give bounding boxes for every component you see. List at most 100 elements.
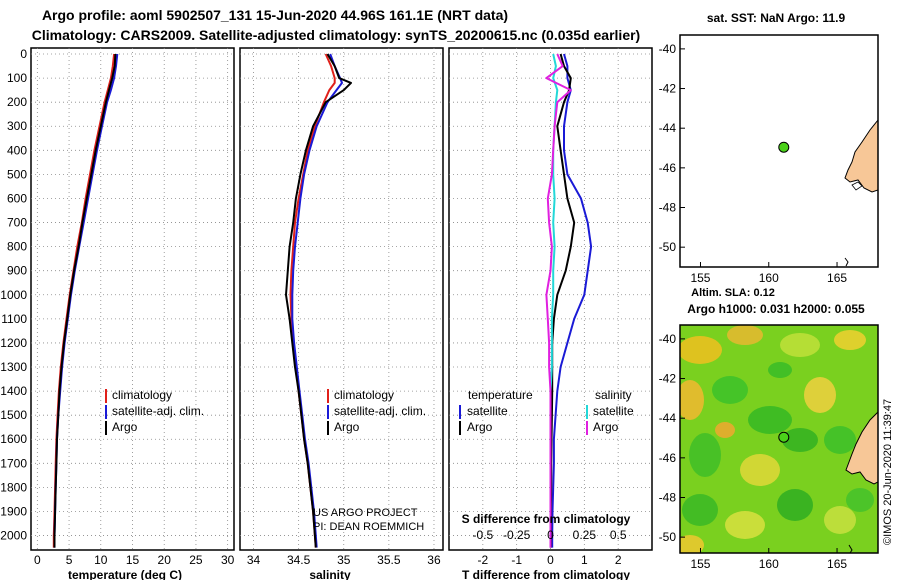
map-x-tick-label: 155 [690, 557, 710, 571]
x-tick-label: 15 [126, 553, 140, 567]
map-x-tick-label: 155 [690, 271, 710, 285]
map-y-tick-label: -46 [659, 161, 677, 175]
x-tick-label: 36 [427, 553, 441, 567]
sla-map-axes: 155 160 165 -40 -42 -44 -46 -48 -50 [659, 332, 848, 571]
series-line-s-argo [545, 53, 572, 548]
depth-tick-label: 300 [7, 119, 27, 133]
top-tick-label: 0.25 [573, 528, 597, 542]
sst-land-coast [844, 119, 878, 193]
legend-label-t-satellite: satellite [467, 404, 508, 418]
difference-series [545, 53, 593, 548]
depth-tick-label: 500 [7, 167, 27, 181]
x-tick-label: 34 [247, 553, 261, 567]
sla-anomaly-blob [680, 535, 704, 553]
sla-anomaly-field [680, 325, 874, 553]
figure-title-line1: Argo profile: aoml 5902507_131 15-Jun-20… [42, 7, 508, 23]
sla-anomaly-blob [804, 377, 836, 413]
sla-anomaly-blob [846, 488, 874, 512]
sst-float-marker [778, 141, 790, 153]
depth-tick-label: 1000 [0, 288, 27, 302]
legend-header-temperature: temperature [468, 388, 533, 402]
depth-tick-label: 700 [7, 216, 27, 230]
sla-anomaly-blob [834, 330, 866, 350]
x-tick-label: 1 [581, 553, 588, 567]
sla-land-coast [845, 411, 878, 485]
salinity-difference-ticks: -0.5 -0.25 0 0.25 0.5 [472, 528, 626, 542]
map-y-tick-label: -50 [659, 240, 677, 254]
legend-label-satellite: satellite-adj. clim. [112, 404, 204, 418]
depth-tick-label: 2000 [0, 529, 27, 543]
sla-map-title: Altim. SLA: 0.12 [691, 287, 775, 299]
salinity-panel: 34 34.5 35 35.5 36 salinity climatology sate… [239, 47, 444, 580]
sla-anomaly-blob [689, 433, 721, 477]
sla-anomaly-blob [715, 422, 735, 438]
top-tick-label: 0.5 [610, 528, 627, 542]
sla-anomaly-blob [740, 454, 780, 486]
salinity-difference-axis-label: S difference from climatology [462, 512, 631, 526]
sla-anomaly-blob [768, 362, 792, 378]
legend-label-s-satellite: satellite [593, 404, 634, 418]
depth-tick-label: 1700 [0, 456, 27, 470]
temperature-series [52, 53, 119, 548]
depth-tick-label: 1600 [0, 432, 27, 446]
series-line-argo [53, 53, 117, 548]
sla-anomaly-blob [824, 506, 856, 534]
x-tick-label: 5 [66, 553, 73, 567]
x-tick-label: 25 [189, 553, 203, 567]
map-y-tick-label: -44 [659, 121, 677, 135]
top-tick-label: -0.5 [472, 528, 493, 542]
sst-map-axes: 155 160 165 -40 -42 -44 -46 -48 -50 [659, 42, 848, 285]
sst-map: 155 160 165 -40 -42 -44 -46 -48 -50 [659, 34, 879, 285]
x-tick-label: 10 [94, 553, 108, 567]
temperature-legend: climatology satellite-adj. clim. Argo [105, 388, 204, 435]
sla-anomaly-blob [727, 325, 763, 345]
difference-x-axis: -2 -1 0 1 2 [477, 553, 621, 567]
map-y-tick-label: -42 [659, 82, 677, 96]
map-y-tick-label: -46 [659, 451, 677, 465]
map-x-tick-label: 165 [827, 557, 847, 571]
imos-credit: ©IMOS 20-Jun-2020 11:39:47 [882, 399, 894, 545]
pi-credit: PI: DEAN ROEMMICH [313, 521, 424, 533]
sla-map-frame [679, 324, 879, 554]
salinity-series [285, 53, 352, 548]
x-tick-label: 0 [34, 553, 41, 567]
depth-tick-label: 1200 [0, 336, 27, 350]
legend-label-satellite: satellite-adj. clim. [334, 404, 426, 418]
top-tick-label: 0 [547, 528, 554, 542]
difference-panel: -2 -1 0 1 2 T difference from climatology S … [448, 47, 653, 580]
map-y-tick-label: -44 [659, 411, 677, 425]
sla-anomaly-blob [777, 489, 813, 521]
salinity-legend: climatology satellite-adj. clim. Argo [327, 388, 426, 435]
map-y-tick-label: -48 [659, 490, 677, 504]
x-tick-label: 35 [337, 553, 351, 567]
x-tick-label: 0 [547, 553, 554, 567]
temperature-frame [30, 47, 235, 551]
project-credit: US ARGO PROJECT [313, 507, 418, 519]
x-tick-label: 34.5 [287, 553, 311, 567]
sla-anomaly-blob [682, 494, 718, 526]
depth-axis: 0 100 200 300 400 500 600 700 800 900 1000 1100 1200… [0, 47, 27, 543]
map-y-tick-label: -40 [659, 332, 677, 346]
sla-anomaly-blob [712, 376, 748, 404]
sst-map-frame [679, 34, 879, 268]
depth-tick-label: 600 [7, 191, 27, 205]
map-y-tick-label: -40 [659, 42, 677, 56]
map-x-tick-label: 160 [759, 557, 779, 571]
map-y-tick-label: -48 [659, 201, 677, 215]
x-tick-label: 35.5 [377, 553, 401, 567]
legend-label-climatology: climatology [334, 388, 394, 402]
depth-tick-label: 900 [7, 264, 27, 278]
temperature-x-axis: 0 5 10 15 20 25 30 [34, 553, 235, 567]
x-tick-label: 30 [221, 553, 235, 567]
legend-label-climatology: climatology [112, 388, 172, 402]
legend-label-t-argo: Argo [467, 420, 493, 434]
depth-tick-label: 800 [7, 240, 27, 254]
depth-tick-label: 1300 [0, 360, 27, 374]
sla-anomaly-blob [824, 426, 856, 454]
x-tick-label: 20 [158, 553, 172, 567]
map-y-tick-label: -42 [659, 372, 677, 386]
sst-island [851, 181, 863, 191]
x-tick-label: -2 [477, 553, 488, 567]
depth-tick-label: 0 [20, 47, 27, 61]
x-tick-label: 2 [615, 553, 622, 567]
